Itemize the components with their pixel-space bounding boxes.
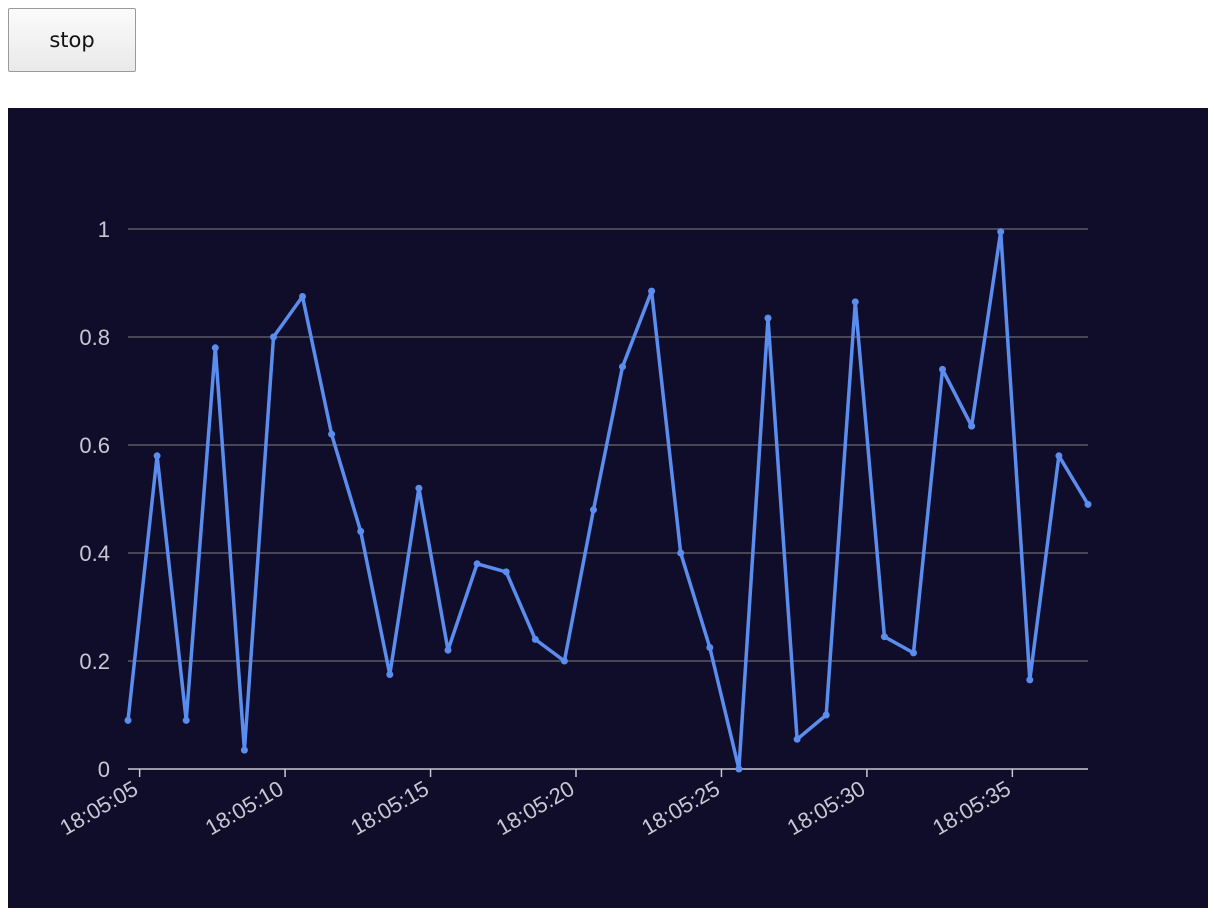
data-point <box>648 287 656 295</box>
data-point <box>270 333 277 341</box>
y-tick-label: 0.4 <box>79 541 110 566</box>
data-point <box>706 644 714 651</box>
line-chart: 00.20.40.60.81 18:05:05 18:05:10 18:05:15 1… <box>55 217 1092 840</box>
data-point <box>502 568 510 576</box>
data-point <box>124 716 132 724</box>
data-point <box>910 649 917 657</box>
data-point <box>299 293 306 300</box>
data-point <box>560 657 568 665</box>
x-tick-label: 18:05:05 <box>55 776 142 840</box>
x-tick-label: 18:05:30 <box>783 776 870 840</box>
y-tick-label: 1 <box>98 217 110 242</box>
data-point <box>328 430 336 438</box>
data-point <box>1084 500 1092 508</box>
data-point <box>851 298 859 306</box>
data-point <box>415 484 423 492</box>
stop-button[interactable]: stop <box>8 8 136 72</box>
y-tick-label: 0.8 <box>79 325 110 350</box>
line-chart-panel: 0 0.2 0.4 0.6 0.8 1 18:05:05 18:05:10 18:05:15 1… <box>8 108 1208 908</box>
data-point <box>1055 452 1063 460</box>
data-point <box>822 711 830 719</box>
data-point <box>764 314 772 322</box>
data-point <box>473 560 481 568</box>
data-point <box>677 549 685 557</box>
data-point <box>939 365 946 373</box>
data-point <box>793 735 801 743</box>
data-point <box>153 452 161 460</box>
x-tick-label: 18:05:15 <box>346 776 433 840</box>
y-axis: 0 0.2 0.4 0.6 0.8 1 <box>79 217 110 782</box>
series-line <box>126 229 1090 771</box>
y-tick-label: 0.6 <box>79 433 110 458</box>
x-tick-label: 18:05:35 <box>928 776 1015 840</box>
data-point <box>211 344 219 352</box>
x-tick-label: 18:05:10 <box>201 776 288 840</box>
data-point <box>880 633 888 641</box>
series <box>124 228 1092 773</box>
x-tick-label: 18:05:25 <box>637 776 724 840</box>
data-point <box>1026 676 1034 684</box>
y-tick-label: 0 <box>98 757 110 782</box>
data-point <box>444 646 452 654</box>
data-point <box>735 765 743 773</box>
data-point <box>531 635 539 643</box>
data-point <box>182 716 190 724</box>
x-tick-label: 18:05:20 <box>492 776 579 840</box>
data-point <box>240 746 248 754</box>
y-tick-label: 0.2 <box>79 649 110 674</box>
data-point <box>386 671 394 678</box>
data-point <box>619 363 626 371</box>
data-point <box>968 422 976 430</box>
data-point <box>590 506 597 514</box>
x-axis: 18:05:05 18:05:10 18:05:15 18:05:20 18:05:25… <box>55 768 1088 840</box>
data-point <box>357 527 365 535</box>
data-point <box>997 228 1005 236</box>
